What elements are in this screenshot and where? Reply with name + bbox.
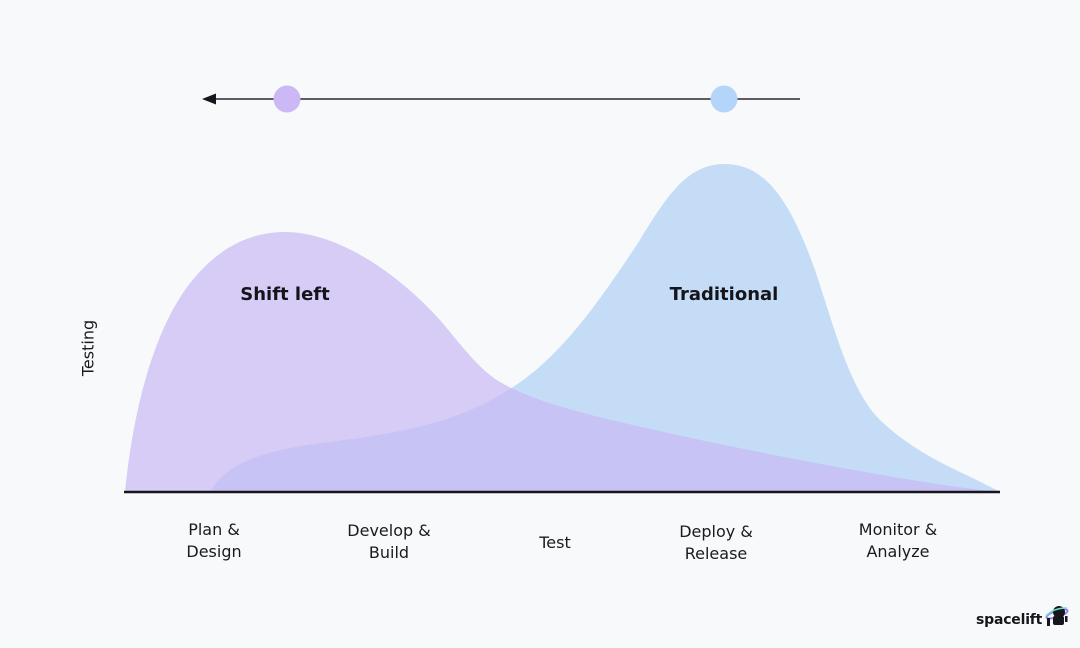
- traditional-label: Traditional: [669, 284, 779, 305]
- shift-left-label: Shift left: [240, 284, 330, 305]
- arrow-left-icon: [202, 93, 216, 105]
- stage-deploy-release: Deploy & Release: [651, 521, 781, 565]
- stage-line-2: Design: [186, 542, 242, 561]
- stage-line-2: Build: [368, 543, 410, 562]
- stage-line-2: Analyze: [866, 542, 930, 561]
- stage-line-1: Develop &: [347, 521, 431, 540]
- shift-left-curve: [125, 232, 1000, 492]
- stage-line-1: Deploy &: [679, 522, 753, 541]
- y-axis-label: Testing: [78, 319, 98, 377]
- stage-plan-design: Plan & Design: [149, 519, 279, 563]
- spacelift-logo: spacelift: [976, 604, 1069, 628]
- stage-line-1: Monitor &: [858, 520, 938, 539]
- stage-line-1: Test: [539, 533, 571, 552]
- traditional-curve: [210, 164, 1000, 492]
- stage-line-1: Plan &: [188, 520, 240, 539]
- astronaut-planet-icon: [1045, 606, 1069, 626]
- shift-left-marker: [273, 85, 301, 113]
- stage-test: Test: [490, 532, 620, 554]
- stage-develop-build: Develop & Build: [324, 520, 454, 564]
- stage-monitor-analyze: Monitor & Analyze: [833, 519, 963, 563]
- brand-name: spacelift: [976, 612, 1043, 628]
- stage-line-2: Release: [684, 544, 748, 563]
- traditional-marker: [710, 85, 738, 113]
